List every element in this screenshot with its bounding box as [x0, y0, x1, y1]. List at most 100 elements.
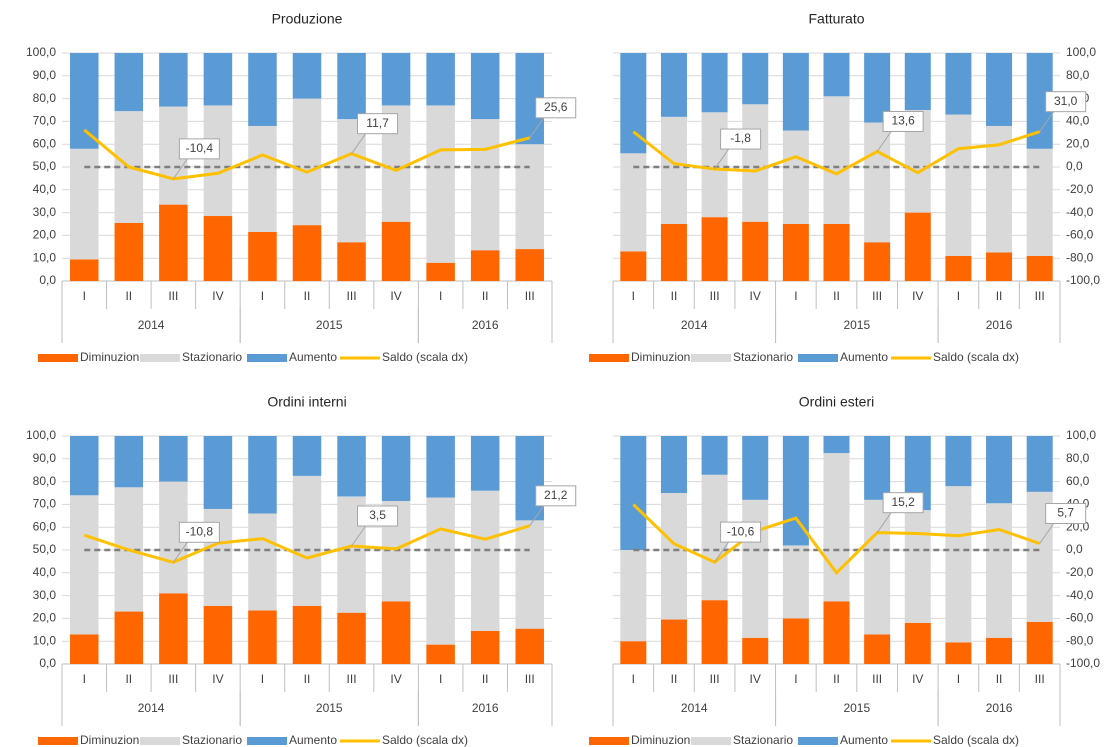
- x-tick-label: I: [632, 289, 635, 303]
- y-tick-label: 70,0: [33, 114, 57, 128]
- x-tick-label: I: [83, 289, 86, 303]
- legend-label: Diminuzione: [80, 350, 146, 364]
- bar-segment: [70, 495, 99, 635]
- bar-segment: [426, 105, 455, 263]
- bar-segment: [904, 510, 931, 623]
- x-tick-label: I: [632, 672, 635, 686]
- bar-segment: [742, 499, 769, 638]
- data-label-pointer: [351, 133, 366, 154]
- bar-segment: [70, 436, 99, 496]
- legend-swatch: [38, 737, 78, 745]
- legend-label: Stazionario: [182, 350, 242, 364]
- bar-segment: [248, 610, 277, 664]
- bar-segment: [381, 436, 411, 501]
- x-tick-label: III: [872, 289, 882, 303]
- data-label: -1,8: [730, 131, 751, 145]
- group-label: 2016: [986, 701, 1013, 715]
- y-tick-label: 10,0: [33, 250, 57, 264]
- bar-segment: [823, 224, 850, 281]
- bar-segment: [742, 53, 769, 105]
- saldo-line: [632, 130, 1041, 176]
- bar-segment: [620, 436, 647, 550]
- bar-segment: [701, 53, 728, 113]
- data-label-pointer: [876, 131, 892, 152]
- data-label: -10,8: [186, 524, 214, 538]
- x-tick-label: II: [671, 672, 678, 686]
- data-label: 15,2: [891, 495, 915, 509]
- x-tick-label: II: [125, 289, 132, 303]
- data-label-pointer: [529, 117, 545, 139]
- bar-segment: [742, 637, 769, 664]
- group-label: 2015: [316, 701, 343, 715]
- legend-label: Diminuzione: [631, 733, 697, 747]
- x-tick-label: I: [957, 289, 960, 303]
- bar-segment: [515, 628, 544, 664]
- y-tick-label: 60,0: [33, 136, 57, 150]
- bar-segment: [292, 475, 322, 606]
- x-tick-label: I: [957, 672, 960, 686]
- bar-segment: [159, 53, 188, 107]
- bar-segment: [864, 53, 891, 123]
- legend-label: Aumento: [840, 733, 888, 747]
- data-label: -10,4: [186, 141, 214, 155]
- x-tick-label: III: [525, 672, 535, 686]
- bar-segment: [426, 262, 455, 281]
- legend-swatch: [247, 354, 287, 362]
- y2-tick-label: -60,0: [1066, 228, 1094, 242]
- bar-segment: [742, 104, 769, 222]
- legend-swatch: [140, 354, 180, 362]
- data-label-box: [882, 110, 924, 132]
- y-tick-label: 100,0: [26, 428, 56, 442]
- y2-tick-label: 100,0: [1066, 45, 1096, 59]
- bar-segment: [203, 53, 233, 106]
- bar-segment: [945, 114, 972, 256]
- bar-segment: [470, 53, 500, 120]
- x-tick-label: III: [872, 672, 882, 686]
- y2-tick-label: -100,0: [1066, 656, 1100, 670]
- data-label-pointer: [714, 148, 730, 170]
- bar-segment: [1026, 148, 1053, 256]
- bar-segment: [782, 545, 809, 619]
- legend-label: Aumento: [840, 350, 888, 364]
- data-label-pointer: [714, 541, 730, 563]
- bar-segment: [823, 453, 850, 602]
- data-label-pointer: [351, 525, 366, 547]
- bar-segment: [337, 612, 366, 664]
- group-label: 2014: [681, 318, 708, 332]
- legend-swatch: [247, 737, 287, 745]
- x-tick-label: IV: [390, 672, 401, 686]
- x-tick-label: II: [671, 289, 678, 303]
- bar-segment: [864, 634, 891, 664]
- legend-label: Diminuzione: [80, 733, 146, 747]
- bar-segment: [864, 242, 891, 281]
- legend-label: Aumento: [289, 350, 337, 364]
- bar-segment: [292, 605, 322, 664]
- y2-tick-label: -20,0: [1066, 182, 1094, 196]
- bar-segment: [114, 222, 144, 281]
- bar-segment: [701, 217, 728, 281]
- data-label: 3,5: [369, 508, 386, 522]
- x-tick-label: III: [347, 289, 357, 303]
- chart: Fatturato -100,0 -80,0 -60,0 -40,0 -20,0 0,0 20…: [589, 11, 1100, 364]
- y-tick-label: 80,0: [33, 474, 57, 488]
- legend-swatch: [798, 737, 838, 745]
- bar-segment: [620, 641, 647, 664]
- group-label: 2014: [138, 318, 165, 332]
- y2-tick-label: 100,0: [1066, 428, 1096, 442]
- legend-label: Saldo (scala dx): [382, 350, 468, 364]
- bar-segment: [904, 53, 931, 110]
- bar-segment: [782, 130, 809, 224]
- bar-segment: [70, 259, 99, 281]
- y-tick-label: 20,0: [33, 611, 57, 625]
- bar-segment: [986, 53, 1013, 126]
- bar-segment: [864, 436, 891, 500]
- bar-segment: [426, 497, 455, 645]
- x-tick-label: II: [482, 289, 489, 303]
- bar-segment: [986, 637, 1013, 664]
- legend-label: Saldo (scala dx): [933, 733, 1019, 747]
- x-tick-label: IV: [212, 289, 223, 303]
- y-tick-label: 80,0: [33, 91, 57, 105]
- bar-segment: [823, 53, 850, 97]
- x-tick-label: II: [833, 289, 840, 303]
- bar-segment: [904, 622, 931, 664]
